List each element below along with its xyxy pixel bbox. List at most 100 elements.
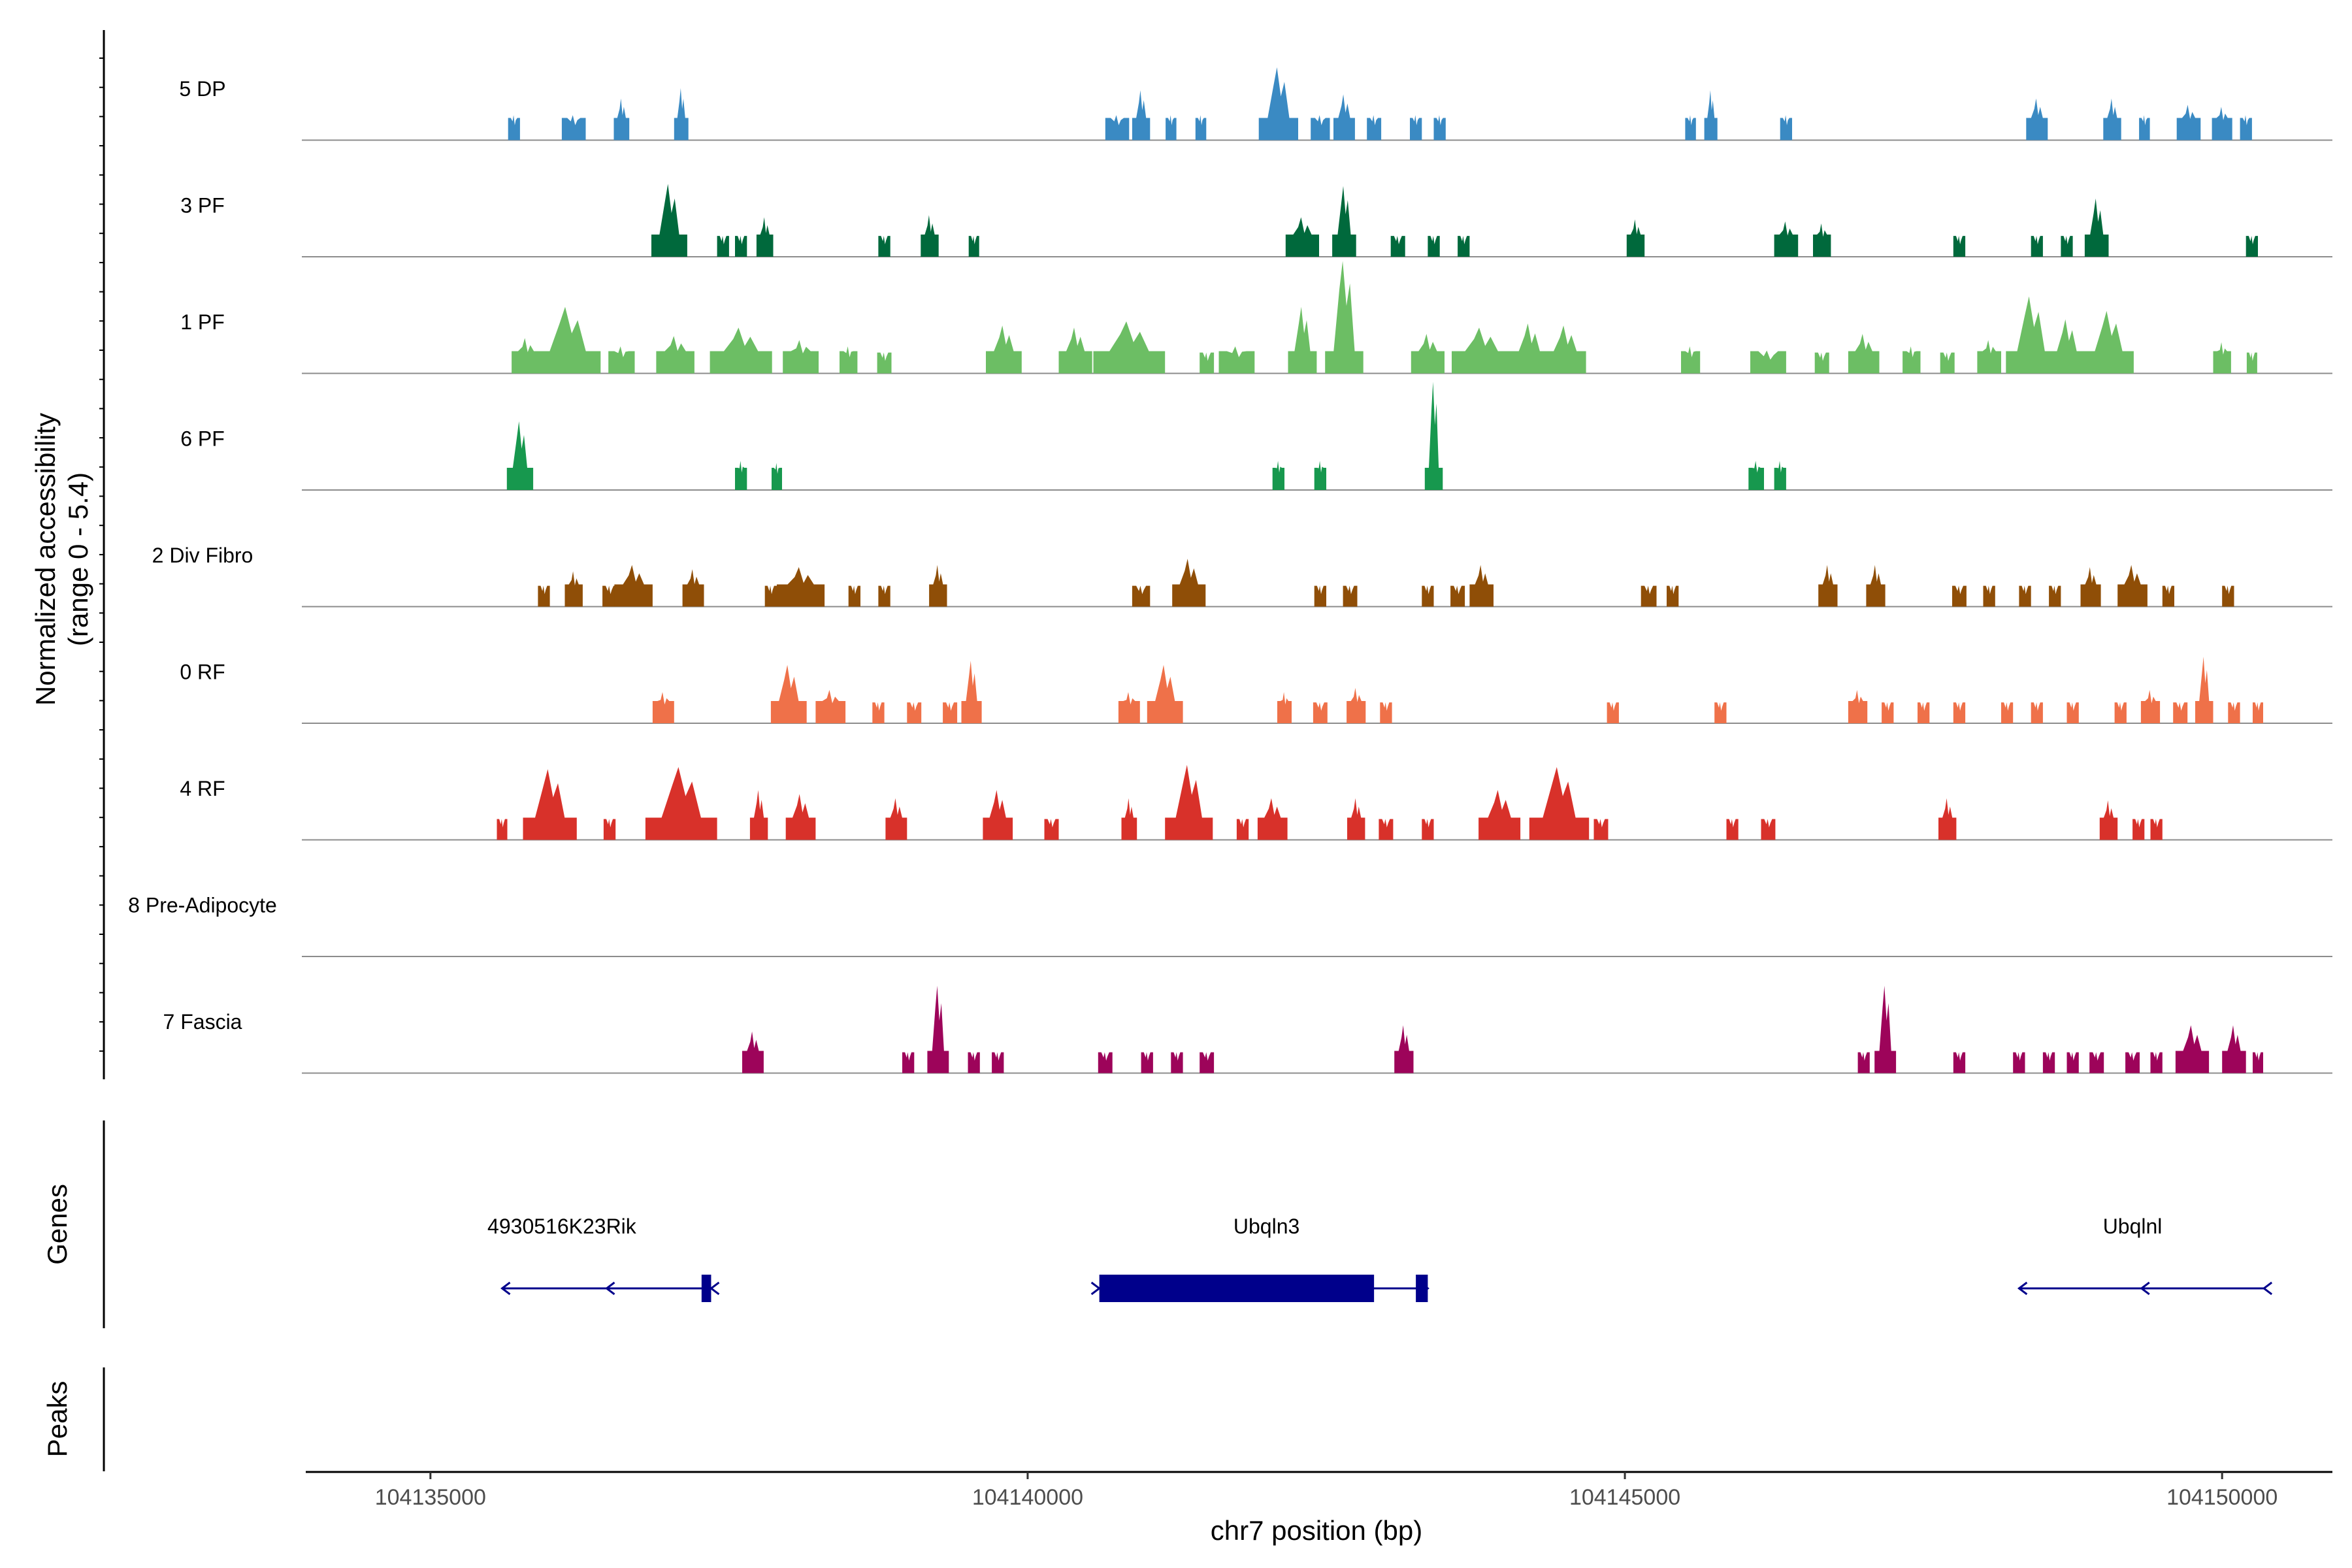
coverage-peak xyxy=(1347,798,1365,840)
coverage-peak xyxy=(2061,236,2073,257)
coverage-peak xyxy=(1165,764,1213,840)
coverage-peak xyxy=(772,463,782,490)
coverage-peak xyxy=(1818,564,1838,607)
coverage-peak xyxy=(1667,585,1679,607)
coverage-peak xyxy=(564,571,583,607)
coverage-peak xyxy=(1172,559,1206,607)
coverage-peak xyxy=(1953,702,1966,723)
track-0-rf: 0 RF xyxy=(180,657,2332,724)
coverage-peak xyxy=(1200,352,1215,374)
track-label: 1 PF xyxy=(180,310,225,334)
coverage-peak xyxy=(1347,687,1366,723)
coverage-peak xyxy=(1626,219,1645,257)
coverage-peak xyxy=(1257,798,1288,840)
coverage-peak xyxy=(608,346,635,374)
coverage-peak xyxy=(735,236,747,257)
coverage-peak xyxy=(1410,115,1422,140)
coverage-peak xyxy=(1422,585,1434,607)
y-axis-title-line2: (range 0 - 5.4) xyxy=(63,472,93,646)
coverage-peak xyxy=(1761,819,1776,840)
coverage-peak xyxy=(1132,585,1151,607)
coverage-peak xyxy=(1394,1025,1414,1073)
coverage-peak xyxy=(2195,657,2213,723)
coverage-peak xyxy=(1171,1052,1183,1073)
coverage-peak xyxy=(749,790,768,840)
coverage-peak xyxy=(2114,702,2127,723)
coverage-peak xyxy=(1098,1052,1113,1073)
coverage-peak xyxy=(783,340,819,374)
strand-arrow xyxy=(604,1281,615,1296)
coverage-peak xyxy=(735,461,747,490)
coverage-peak xyxy=(1314,585,1326,607)
coverage-peak xyxy=(682,569,704,607)
coverage-peak xyxy=(1938,798,1957,840)
track-6-pf: 6 PF xyxy=(180,382,2332,491)
coverage-peak xyxy=(1058,327,1092,374)
coverage-peak xyxy=(1333,94,1355,140)
coverage-peak xyxy=(840,346,858,374)
coverage-peak xyxy=(2176,105,2201,140)
coverage-peak xyxy=(506,421,534,490)
coverage-peak xyxy=(1641,585,1657,607)
coverage-peak xyxy=(1774,221,1799,257)
coverage-peak xyxy=(614,564,653,607)
genes-panel-title: Genes xyxy=(42,1184,73,1265)
coverage-peak xyxy=(2013,1052,2025,1073)
gene-4930516k23rik: 4930516K23Rik xyxy=(487,1215,720,1302)
coverage-peak xyxy=(2139,115,2150,140)
coverage-peak xyxy=(1118,692,1140,723)
coverage-peak xyxy=(1121,798,1137,840)
coverage-peak xyxy=(1726,819,1739,840)
coverage-peak xyxy=(986,325,1022,374)
coverage-peak xyxy=(561,115,586,140)
track-8-pre-adipocyte: 8 Pre-Adipocyte xyxy=(128,894,2332,957)
coverage-peak xyxy=(1685,115,1696,140)
coverage-peak xyxy=(1510,323,1549,374)
coverage-peak xyxy=(2246,352,2257,374)
coverage-peak xyxy=(1774,461,1786,490)
coverage-peak xyxy=(2049,585,2061,607)
gene-label: Ubqlnl xyxy=(2103,1215,2163,1238)
strand-arrow xyxy=(2140,1281,2150,1296)
coverage-peak xyxy=(2125,1052,2140,1073)
coverage-peak xyxy=(1195,115,1207,140)
coverage-peak xyxy=(1940,352,1955,374)
y-axis-title-line1: Normalized accessibility xyxy=(30,413,61,706)
track-label: 0 RF xyxy=(180,661,225,684)
track-label: 3 PF xyxy=(180,194,225,218)
coverage-peak xyxy=(1704,90,1718,140)
track-label: 2 Div Fibro xyxy=(152,544,253,567)
track-1-pf: 1 PF xyxy=(180,261,2332,374)
coverage-peak xyxy=(1848,334,1880,374)
coverage-peak xyxy=(1105,115,1130,140)
coverage-peak xyxy=(1132,90,1151,140)
coverage-peak xyxy=(1325,261,1364,374)
track-label: 4 RF xyxy=(180,777,225,800)
coverage-peak xyxy=(1593,819,1609,840)
coverage-peak xyxy=(1983,585,1995,607)
coverage-peak xyxy=(2099,800,2118,840)
exon-block xyxy=(1099,1275,1375,1302)
coverage-peak xyxy=(2222,585,2234,607)
coverage-peak xyxy=(1288,306,1317,374)
coverage-peak xyxy=(1469,564,1494,607)
coverage-peak xyxy=(764,585,777,607)
coverage-peak xyxy=(2253,702,2263,723)
strand-arrow xyxy=(2017,1281,2028,1296)
coverage-peak xyxy=(2042,1052,2055,1073)
x-tick-label: 104140000 xyxy=(972,1485,1083,1510)
coverage-peak xyxy=(777,567,825,607)
coverage-peak xyxy=(652,692,674,723)
exon-block xyxy=(1416,1275,1428,1302)
coverage-peak xyxy=(1814,352,1829,374)
strand-arrow xyxy=(709,1281,720,1296)
coverage-peak xyxy=(2049,319,2085,374)
coverage-peak xyxy=(1285,217,1319,257)
coverage-peak xyxy=(2001,702,2014,723)
coverage-peak xyxy=(2006,296,2057,374)
track-2-div-fibro: 2 Div Fibro xyxy=(152,544,2332,608)
coverage-peak xyxy=(2246,236,2258,257)
track-3-pf: 3 PF xyxy=(180,184,2332,257)
coverage-peak xyxy=(1311,115,1330,140)
coverage-peak xyxy=(2066,1052,2079,1073)
